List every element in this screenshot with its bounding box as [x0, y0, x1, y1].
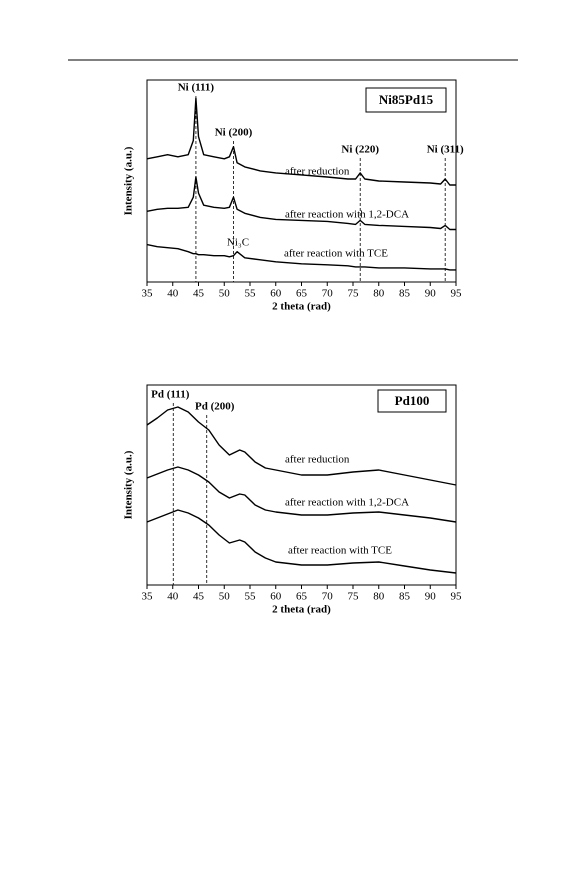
x-tick-label: 45	[193, 288, 205, 300]
x-tick-label: 50	[219, 591, 231, 603]
x-tick-label: 75	[348, 591, 360, 603]
x-tick-label: 70	[322, 288, 334, 300]
series-label: after reaction with 1,2-DCA	[285, 209, 409, 221]
peak-label: Ni (220)	[341, 144, 379, 156]
series-label: after reduction	[285, 166, 350, 178]
sample-box	[365, 87, 447, 113]
xrd-curve	[146, 97, 456, 186]
x-tick-label: 60	[270, 288, 282, 300]
peak-label: Ni (200)	[215, 127, 253, 139]
xrd-curve	[146, 509, 457, 574]
x-tick-label: 65	[296, 591, 308, 603]
x-tick-label: 85	[399, 288, 411, 300]
series-label: after reaction with TCE	[284, 248, 388, 260]
x-tick-label: 75	[348, 288, 360, 300]
x-tick-label: 35	[142, 288, 154, 300]
x-tick-label: 70	[322, 591, 334, 603]
x-tick-label: 45	[193, 591, 205, 603]
sample-label: Ni85Pd15	[379, 92, 434, 107]
xrd-curve	[146, 466, 457, 523]
peak-label: Ni (111)	[178, 82, 215, 94]
y-axis-label: Intensity (a.u.)	[123, 146, 135, 215]
xrd-curve	[146, 243, 456, 271]
series-label: after reaction with 1,2-DCA	[285, 497, 409, 509]
peak-label: Ni (311)	[427, 144, 464, 156]
y-axis-label: Intensity (a.u.)	[123, 450, 135, 519]
x-tick-label: 60	[270, 591, 282, 603]
x-tick-label: 65	[296, 288, 308, 300]
x-axis-label: 2 theta (rad)	[272, 301, 331, 313]
annotation: Ni₃C	[227, 237, 249, 249]
series-label: after reaction with TCE	[288, 545, 392, 557]
x-tick-label: 50	[219, 288, 231, 300]
xrd-curve	[146, 406, 457, 486]
xrd-curve	[146, 176, 456, 231]
x-tick-label: 80	[373, 591, 385, 603]
x-tick-label: 55	[245, 591, 257, 603]
x-tick-label: 40	[167, 591, 179, 603]
x-tick-label: 55	[245, 288, 257, 300]
x-tick-label: 90	[425, 591, 437, 603]
sample-label: Pd100	[395, 393, 430, 408]
x-tick-label: 40	[167, 288, 179, 300]
x-tick-label: 80	[373, 288, 385, 300]
peak-label: Pd (200)	[195, 401, 235, 413]
x-tick-label: 85	[399, 591, 411, 603]
peak-label: Pd (111)	[151, 389, 190, 401]
x-tick-label: 95	[451, 288, 463, 300]
sample-box	[377, 389, 447, 413]
x-tick-label: 95	[451, 591, 463, 603]
x-axis-label: 2 theta (rad)	[272, 604, 331, 616]
x-tick-label: 90	[425, 288, 437, 300]
series-label: after reduction	[285, 454, 350, 466]
x-tick-label: 35	[142, 591, 154, 603]
